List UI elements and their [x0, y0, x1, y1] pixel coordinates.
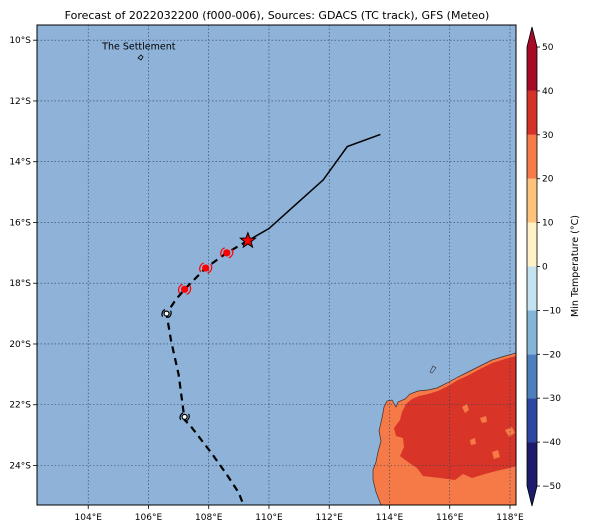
colorbar-tick-label: 20	[542, 175, 554, 185]
current-position-star-icon	[238, 231, 257, 249]
low-eye	[163, 310, 170, 317]
low-arm	[179, 412, 184, 421]
cyclone-eye	[181, 285, 189, 293]
lon-tick-label: 104°E	[75, 513, 103, 523]
colorbar-tick-label: −40	[542, 438, 561, 448]
colorbar-tick-label: 10	[542, 219, 554, 229]
cyclone-symbol-icon	[199, 262, 213, 274]
cyclone-arm	[186, 284, 192, 295]
colorbar-extend-high	[527, 27, 537, 47]
cyclone-eye	[223, 249, 231, 257]
lat-tick-label: 12°S	[9, 97, 31, 107]
lat-tick-label: 24°S	[9, 462, 31, 472]
lon-tick-label: 106°E	[135, 513, 163, 523]
cyclone-arm	[199, 262, 204, 273]
colorbar-extend-low	[527, 486, 537, 506]
lon-tick-label: 114°E	[376, 513, 404, 523]
colorbar-segment	[527, 310, 537, 355]
past-track-line	[247, 133, 381, 242]
low-symbol-icon	[161, 309, 172, 319]
colorbar-segments	[527, 27, 537, 506]
colorbar: 50 40 30 20 10 0 −10 −20 −30 −40 −50 Min Temperatu…	[526, 26, 581, 507]
colorbar-segment	[527, 222, 537, 267]
lat-lon-gridlines	[37, 25, 516, 505]
cyclone-arm	[207, 263, 213, 274]
low-symbol-icon	[179, 412, 190, 422]
map-frame	[36, 24, 517, 506]
map-panel: The Settlement 104°E 106°E 108°E 110°E 112°E…	[9, 24, 524, 523]
cyclone-eye	[202, 264, 210, 272]
australia-land	[137, 54, 516, 505]
lat-tick-label: 14°S	[9, 158, 31, 168]
lon-tick-label: 118°E	[496, 513, 524, 523]
christmas-island	[137, 54, 144, 61]
lon-tick-label: 116°E	[436, 513, 464, 523]
low-arm	[167, 310, 172, 319]
cyclone-arm	[220, 247, 226, 258]
colorbar-tick-label: −10	[542, 306, 561, 316]
cyclone-symbol-icon	[178, 283, 192, 295]
cyclone-arm	[178, 283, 183, 294]
low-arm	[185, 413, 190, 422]
colorbar-segment	[527, 354, 537, 399]
colorbar-ticks: 50 40 30 20 10 0 −10 −20 −30 −40 −50	[537, 43, 561, 492]
colorbar-tick-label: 30	[542, 131, 554, 141]
colorbar-tick-label: −30	[542, 394, 561, 404]
islet	[429, 365, 437, 374]
lat-tick-label: 22°S	[9, 401, 31, 411]
latitude-ticks: 10°S 12°S 14°S 16°S 18°S 20°S 22°S 24°S	[9, 36, 37, 472]
colorbar-segment	[527, 266, 537, 311]
low-eye	[181, 413, 188, 420]
cyclone-symbol-icon	[220, 247, 234, 259]
colorbar-segment	[527, 442, 537, 486]
colorbar-tick-label: −20	[542, 350, 561, 360]
colorbar-segment	[527, 178, 537, 223]
lat-tick-label: 16°S	[9, 218, 31, 228]
cyclone-track	[161, 133, 381, 505]
lat-tick-label: 20°S	[9, 340, 31, 350]
colorbar-segment	[527, 134, 537, 179]
colorbar-tick-label: 0	[542, 263, 548, 273]
longitude-ticks: 104°E 106°E 108°E 110°E 112°E 114°E 116°E 118°E	[75, 505, 524, 523]
lon-tick-label: 112°E	[316, 513, 344, 523]
colorbar-tick-label: 50	[542, 43, 554, 53]
colorbar-segment	[527, 398, 537, 443]
colorbar-segment	[527, 90, 537, 135]
colorbar-label: Min Temperature (°C)	[570, 215, 581, 317]
lon-tick-label: 110°E	[255, 513, 283, 523]
colorbar-segment	[527, 47, 537, 91]
colorbar-tick-label: −50	[542, 482, 561, 492]
place-label-the-settlement: The Settlement	[101, 41, 176, 52]
figure-title: Forecast of 2022032200 (f000-006), Sourc…	[65, 9, 490, 22]
lat-tick-label: 18°S	[9, 279, 31, 289]
lat-tick-label: 10°S	[9, 36, 31, 46]
lon-tick-label: 108°E	[195, 513, 223, 523]
colorbar-tick-label: 40	[542, 87, 554, 97]
land-hot-region	[394, 356, 516, 480]
cyclone-arm	[228, 248, 234, 259]
low-arm	[161, 309, 166, 317]
